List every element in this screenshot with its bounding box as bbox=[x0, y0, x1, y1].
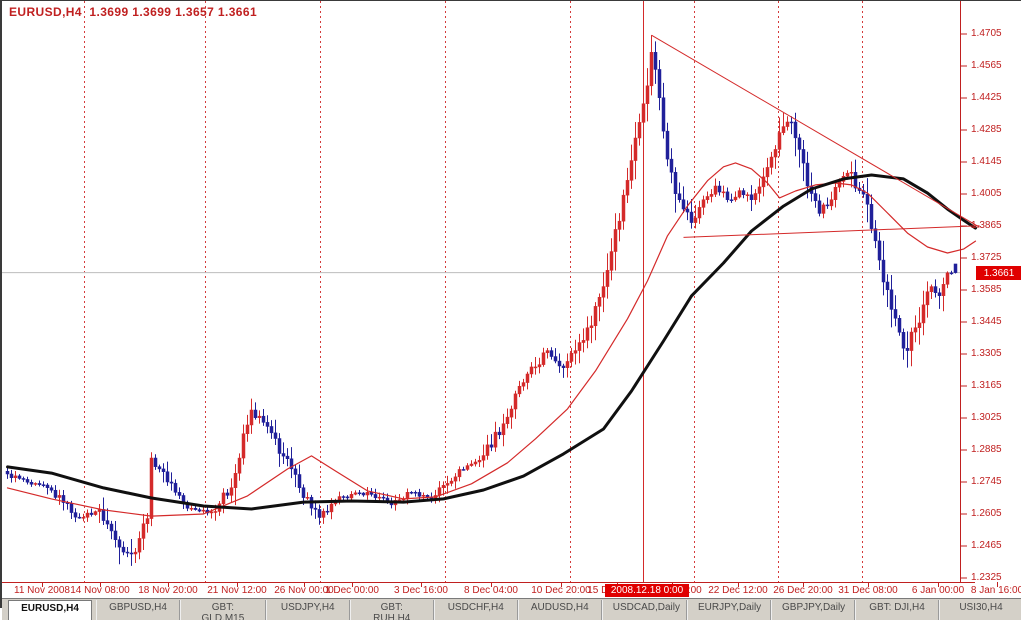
time-axis-label: 8 Dec 04:00 bbox=[464, 585, 518, 596]
chart-tab-usi30-h4[interactable]: USI30,H4 bbox=[939, 600, 1021, 620]
price-axis-label: 1.3165 bbox=[971, 380, 1002, 391]
chart-tab-gbpjpy-daily[interactable]: GBPJPY,Daily bbox=[771, 600, 855, 620]
time-axis-label: 6 Jan 00:00 bbox=[911, 585, 965, 596]
time-axis-label: 22 Dec 12:00 bbox=[708, 585, 768, 596]
price-axis-label: 1.2605 bbox=[971, 508, 1002, 519]
price-axis-label: 1.3025 bbox=[971, 412, 1002, 423]
price-axis-label: 1.3305 bbox=[971, 348, 1002, 359]
chart-tab-gbt-dji-h4[interactable]: GBT: DJI,H4 bbox=[855, 600, 939, 620]
axes bbox=[2, 1, 998, 587]
price-axis-label: 1.2465 bbox=[971, 540, 1002, 551]
time-axis-label: 10 Dec 20:00 bbox=[531, 585, 591, 596]
price-axis-label: 1.3445 bbox=[971, 316, 1002, 327]
crosshair-date-badge: 2008.12.18 0:00 bbox=[605, 584, 689, 597]
price-axis-label: 1.4005 bbox=[971, 188, 1002, 199]
ma-fast-line bbox=[6, 162, 977, 517]
chart-tab-gbt-gld-m15[interactable]: GBT: GLD,M15 bbox=[180, 600, 266, 620]
chart-tab-usdchf-h4[interactable]: USDCHF,H4 bbox=[433, 600, 518, 620]
price-axis-label: 1.3865 bbox=[971, 220, 1002, 231]
chart-tab-usdcad-daily[interactable]: USDCAD,Daily bbox=[601, 600, 687, 620]
price-axis-label: 1.4285 bbox=[971, 124, 1002, 135]
chart-tab-eurjpy-daily[interactable]: EURJPY,Daily bbox=[687, 600, 771, 620]
time-axis-label: 18 Nov 20:00 bbox=[138, 585, 198, 596]
ma-slow-line bbox=[6, 173, 977, 511]
chart-tab-gbpusd-h4[interactable]: GBPUSD,H4 bbox=[96, 600, 180, 620]
period-separators bbox=[84, 1, 863, 582]
chart-tab-gbt-ruh-h4[interactable]: GBT: RUH,H4 bbox=[349, 600, 434, 620]
price-axis-label: 1.2325 bbox=[971, 572, 1002, 583]
time-axis-label: 1 Dec 00:00 bbox=[325, 585, 379, 596]
chart-ohlc-title: EURUSD,H4 1.3699 1.3699 1.3657 1.3661 bbox=[9, 5, 258, 19]
price-axis-label: 1.2885 bbox=[971, 444, 1002, 455]
time-axis-label: 14 Nov 08:00 bbox=[70, 585, 130, 596]
time-axis-label: 3 Dec 16:00 bbox=[394, 585, 448, 596]
trendline-horizontal-support bbox=[683, 225, 980, 238]
price-axis-label: 1.3585 bbox=[971, 284, 1002, 295]
candles-series bbox=[5, 35, 958, 566]
chart-tab-eurusd-h4[interactable]: EURUSD,H4 bbox=[8, 600, 92, 620]
price-axis-label: 1.3725 bbox=[971, 252, 1002, 263]
time-axis-label: 26 Dec 20:00 bbox=[773, 585, 833, 596]
time-axis-label: 8 Jan 16:00 bbox=[970, 585, 1021, 596]
price-axis-label: 1.4425 bbox=[971, 92, 1002, 103]
chart-tab-audusd-h4[interactable]: AUDUSD,H4 bbox=[517, 600, 602, 620]
trendline-descending-resistance bbox=[651, 34, 980, 228]
price-chart-plot[interactable] bbox=[2, 1, 1021, 598]
price-axis-label: 1.2745 bbox=[971, 476, 1002, 487]
price-axis-label: 1.4565 bbox=[971, 60, 1002, 71]
time-axis-label: 11 Nov 2008 bbox=[14, 585, 70, 596]
chart-tabs-bar: EURUSD,H4 GBPUSD,H4 GBT: GLD,M15 USDJPY,H4 G… bbox=[2, 598, 1021, 620]
price-axis-label: 1.4705 bbox=[971, 28, 1002, 39]
time-axis-label: 31 Dec 08:00 bbox=[838, 585, 898, 596]
time-axis-label: 21 Nov 12:00 bbox=[207, 585, 267, 596]
price-axis-label: 1.4145 bbox=[971, 156, 1002, 167]
chart-tab-usdjpy-h4[interactable]: USDJPY,H4 bbox=[265, 600, 350, 620]
current-price-badge: 1.3661 bbox=[976, 266, 1021, 280]
time-axis-label: 26 Nov 00:00 bbox=[274, 585, 334, 596]
